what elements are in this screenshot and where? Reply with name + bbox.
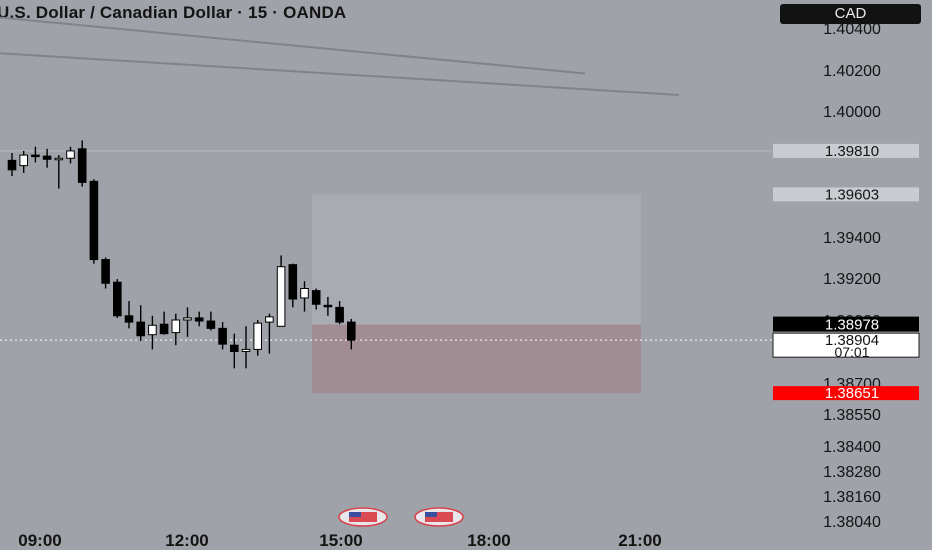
price-tick-label: 1.39200 [823, 271, 881, 288]
candle-body [54, 157, 64, 161]
price-tick-label: 1.40000 [823, 104, 881, 121]
candle-body [265, 316, 274, 323]
time-tick-label: 21:00 [618, 531, 661, 550]
us-flag-icon[interactable] [414, 507, 464, 527]
price-tick-label: 1.38550 [823, 407, 881, 424]
stop-zone [312, 324, 641, 394]
candle-body [171, 319, 181, 334]
currency-button[interactable]: CAD [780, 4, 921, 24]
price-label-bg [773, 187, 919, 202]
candle-body [230, 344, 239, 353]
drawing-lines [0, 16, 772, 341]
trend-line [0, 52, 679, 97]
candle-body [136, 321, 145, 337]
countdown-label: 07:01 [834, 344, 869, 360]
price-tick-label: 1.38400 [823, 439, 881, 456]
price-tick-label: 1.38160 [823, 489, 881, 506]
candle-body [159, 323, 169, 335]
price-tick-label: 1.40200 [823, 63, 881, 80]
price-axis: 1.404001.402001.400001.394001.392001.387… [823, 21, 881, 531]
candle-body [253, 322, 262, 350]
time-axis: 09:00 12:00 15:00 18:00 21:00 [18, 531, 661, 550]
flag-canton [349, 512, 361, 517]
candle-body [300, 288, 309, 299]
candle-body [113, 281, 122, 317]
candle-body [335, 306, 344, 323]
candle-body [311, 290, 321, 305]
time-tick-label: 12:00 [165, 531, 208, 550]
economic-events [338, 507, 464, 527]
price-tick-label: 1.38040 [823, 514, 881, 531]
candle-body [288, 264, 298, 300]
flag-stripes [425, 512, 453, 522]
candles [7, 140, 356, 369]
price-label-bg [773, 386, 919, 401]
candle-body [77, 148, 87, 183]
price-tick-label: 1.39400 [823, 230, 881, 247]
price-label-bg [773, 143, 919, 158]
candle-body [42, 155, 52, 160]
candle-body [206, 320, 216, 329]
candle-body [66, 150, 75, 159]
price-label: 1.39810 [825, 143, 879, 160]
candle-body [347, 321, 356, 341]
target-zone [312, 194, 641, 325]
candle-body [19, 154, 28, 167]
price-label-bg [772, 332, 920, 358]
price-label: 1.38978 [825, 317, 879, 334]
price-tick-label: 1.40400 [823, 21, 881, 38]
candle-body [194, 317, 204, 322]
candle-body [7, 159, 17, 171]
us-flag-icon[interactable] [338, 507, 388, 527]
candle-body [241, 348, 251, 352]
price-label: 1.39603 [825, 186, 879, 203]
price-label-bg [773, 316, 919, 332]
price-tick-label: 1.38280 [823, 464, 881, 481]
time-tick-label: 15:00 [319, 531, 362, 550]
candle-body [323, 304, 333, 308]
time-tick-label: 18:00 [467, 531, 510, 550]
chart-title: U.S. Dollar / Canadian Dollar · 15 · OAN… [0, 3, 347, 22]
flag-canton [425, 512, 437, 517]
candle-body [101, 259, 110, 284]
candle-body [276, 266, 286, 327]
candle-body [31, 154, 40, 158]
candle-body [148, 324, 157, 336]
price-label: 1.38904 [825, 332, 879, 349]
time-tick-label: 09:00 [18, 531, 61, 550]
candle-body [124, 315, 134, 323]
price-label: 1.38651 [825, 385, 879, 402]
trend-line [0, 16, 586, 75]
position-zones [312, 194, 641, 394]
candle-body [89, 180, 99, 261]
candle-body [218, 327, 227, 345]
flag-stripes [349, 512, 377, 522]
candle-body [183, 317, 192, 321]
